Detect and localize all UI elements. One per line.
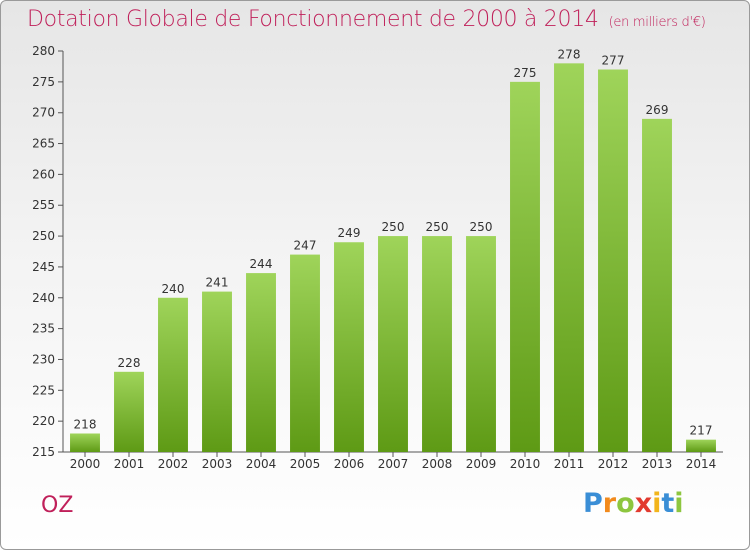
- y-tick-label: 235: [32, 322, 55, 336]
- bar: [290, 254, 320, 452]
- y-tick-label: 250: [32, 229, 55, 243]
- x-tick-label: 2003: [202, 457, 233, 471]
- bar: [466, 236, 496, 452]
- bar-value-label: 249: [338, 226, 361, 240]
- bar-value-label: 250: [470, 220, 493, 234]
- bar-value-label: 217: [690, 424, 713, 438]
- logo-letter: i: [674, 488, 684, 519]
- axes: 215 220 225 230 235 240 245 250 255 260 265 270 275 2…: [32, 44, 723, 459]
- bar-value-label: 240: [162, 282, 185, 296]
- y-tick-label: 255: [32, 198, 55, 212]
- bar: [202, 291, 232, 452]
- bar: [510, 81, 540, 452]
- bar: [686, 439, 716, 452]
- y-tick-label: 215: [32, 445, 55, 459]
- x-tick-label: 2009: [466, 457, 497, 471]
- y-tick-label: 275: [32, 75, 55, 89]
- commune-name: OZ: [41, 493, 74, 518]
- bar: [158, 297, 188, 452]
- logo-letter: i: [652, 488, 662, 519]
- y-tick-label: 225: [32, 383, 55, 397]
- bar-value-label: 250: [382, 220, 405, 234]
- y-tick-label: 260: [32, 167, 55, 181]
- bar-value-label: 241: [206, 276, 229, 290]
- x-tick-label: 2012: [598, 457, 629, 471]
- x-tick-label: 2011: [554, 457, 585, 471]
- data-labels: 2000 218 2001 228 2002 240 2003 241 2004 244 2005 2…: [70, 47, 717, 471]
- y-tick-label: 265: [32, 137, 55, 151]
- bar: [334, 242, 364, 452]
- y-tick-label: 245: [32, 260, 55, 274]
- x-tick-label: 2008: [422, 457, 453, 471]
- bars: [70, 63, 716, 452]
- x-tick-label: 2014: [686, 457, 717, 471]
- y-tick-label: 220: [32, 414, 55, 428]
- proxiti-logo: Proxiti: [583, 488, 684, 519]
- bar-value-label: 277: [602, 54, 625, 68]
- y-tick-label: 240: [32, 291, 55, 305]
- x-tick-label: 2006: [334, 457, 365, 471]
- bar-value-label: 247: [294, 239, 317, 253]
- bar-value-label: 250: [426, 220, 449, 234]
- bar-value-label: 278: [558, 47, 581, 61]
- logo-letter: x: [634, 488, 653, 519]
- chart-unit: (en milliers d'€): [608, 15, 706, 30]
- logo-letter: o: [616, 488, 635, 519]
- bar: [70, 433, 100, 452]
- bar: [554, 63, 584, 452]
- bar: [114, 371, 144, 452]
- x-tick-label: 2010: [510, 457, 541, 471]
- bar: [422, 236, 452, 452]
- logo-letter: P: [583, 488, 603, 519]
- bar-value-label: 269: [646, 103, 669, 117]
- x-tick-label: 2001: [114, 457, 145, 471]
- y-tick-label: 270: [32, 106, 55, 120]
- x-tick-label: 2007: [378, 457, 409, 471]
- y-tick-label: 230: [32, 352, 55, 366]
- x-tick-label: 2002: [158, 457, 189, 471]
- bar-value-label: 244: [250, 257, 273, 271]
- bar: [598, 69, 628, 452]
- y-tick-label: 280: [32, 44, 55, 58]
- bar: [378, 236, 408, 452]
- bar-value-label: 275: [514, 66, 537, 80]
- x-tick-label: 2004: [246, 457, 277, 471]
- x-tick-label: 2013: [642, 457, 673, 471]
- x-tick-label: 2005: [290, 457, 321, 471]
- logo-letter: r: [602, 488, 617, 519]
- chart-title: Dotation Globale de Fonctionnement de 20…: [27, 7, 706, 32]
- chart-title-text: Dotation Globale de Fonctionnement de 20…: [27, 7, 599, 32]
- logo-letter: t: [661, 488, 675, 519]
- bar: [642, 118, 672, 452]
- bar: [246, 273, 276, 452]
- bar-value-label: 218: [74, 417, 97, 431]
- x-tick-label: 2000: [70, 457, 101, 471]
- bar-value-label: 228: [118, 356, 141, 370]
